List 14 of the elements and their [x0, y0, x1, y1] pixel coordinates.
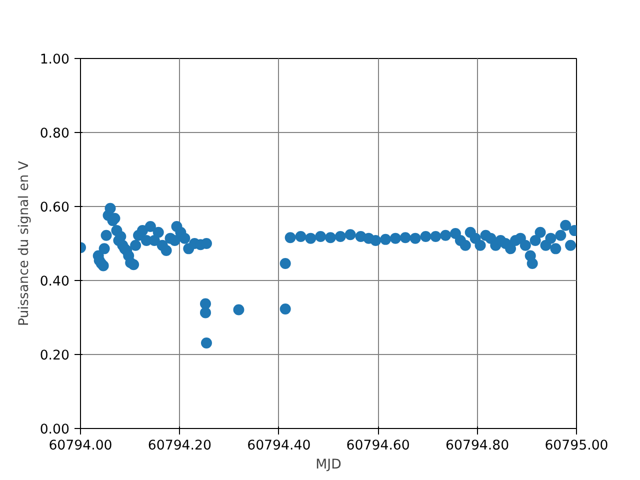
y-tick-label: 1.00	[40, 52, 70, 68]
y-tick-label: 0.60	[40, 200, 70, 216]
y-tick-label: 0.00	[40, 422, 70, 438]
x-tick-label: 60794.20	[148, 438, 212, 454]
y-tick-label: 0.20	[40, 348, 70, 364]
x-tick-label: 60794.60	[346, 438, 410, 454]
x-tick-label: 60795.00	[544, 438, 608, 454]
x-tick-label: 60794.00	[48, 438, 112, 454]
x-tick-label: 60794.80	[446, 438, 510, 454]
y-axis-title: Puissance du signal en V	[16, 160, 32, 326]
x-axis-title: MJD	[316, 458, 342, 472]
y-tick-label: 0.80	[40, 126, 70, 142]
x-tick-label: 60794.40	[247, 438, 311, 454]
y-tick-label: 0.40	[40, 274, 70, 290]
